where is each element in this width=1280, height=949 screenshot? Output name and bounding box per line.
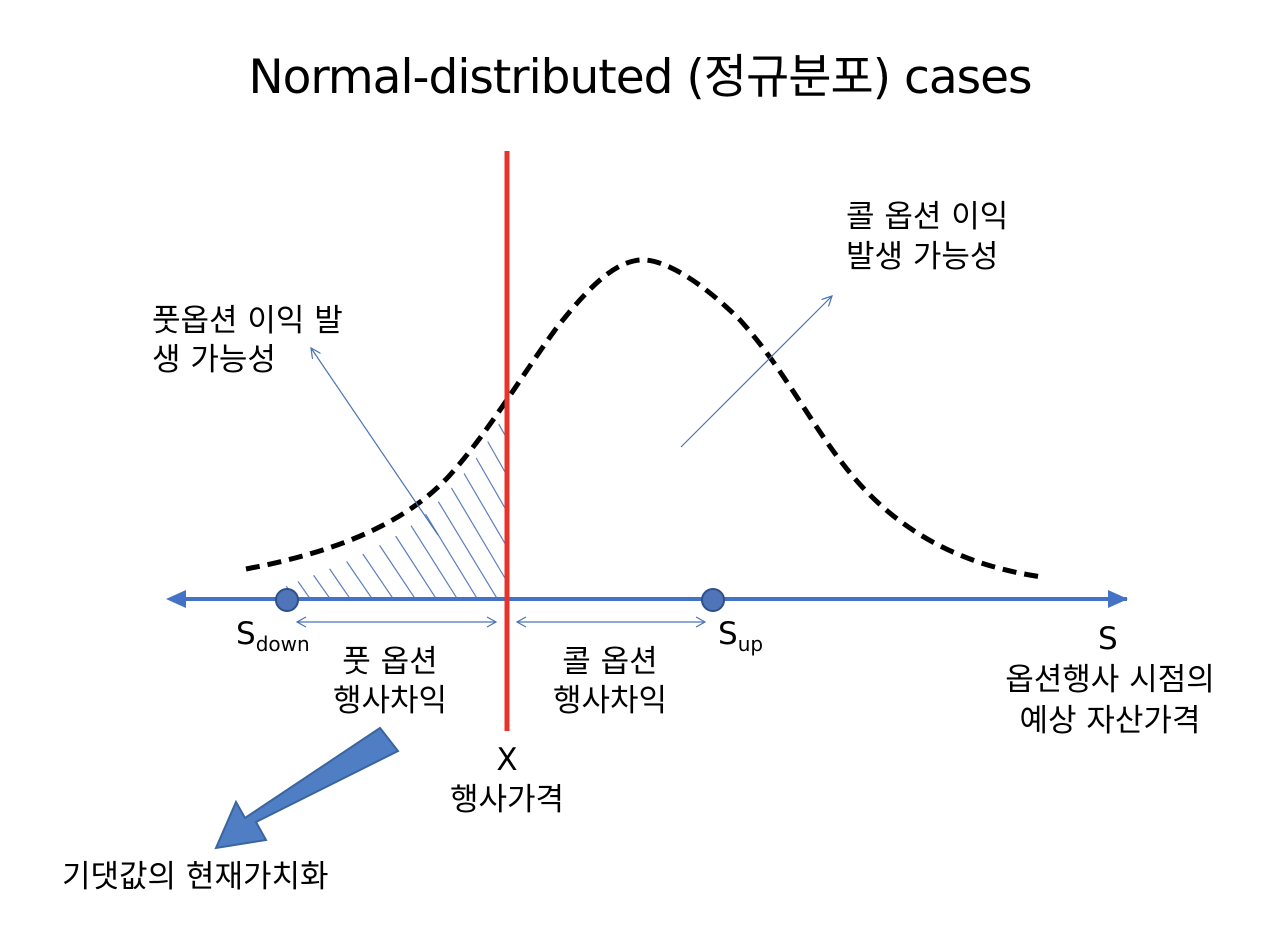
s-axis-desc-line1: 옵션행사 시점의 bbox=[1005, 662, 1215, 698]
s-axis-label: S bbox=[1098, 621, 1118, 657]
call-profit-label-line1: 콜 옵션 이익 bbox=[846, 199, 1009, 235]
s-axis-desc-line2: 예상 자산가격 bbox=[1019, 703, 1201, 739]
s-down-symbol: S bbox=[236, 616, 256, 652]
s-up-symbol: S bbox=[718, 616, 738, 652]
call-profit-label-line2: 발생 가능성 bbox=[846, 239, 999, 275]
call-range-left-head bbox=[515, 616, 527, 628]
call-exercise-label-line2: 행사차익 bbox=[552, 683, 668, 719]
strike-price-label: 행사가격 bbox=[449, 782, 565, 818]
s-down-marker bbox=[275, 588, 299, 612]
call-range-right-head bbox=[695, 616, 707, 628]
put-range-right-head bbox=[486, 616, 498, 628]
s-up-subscript: up bbox=[737, 632, 764, 656]
put-profit-hatch bbox=[282, 410, 507, 598]
s-up-marker bbox=[701, 588, 725, 612]
s-up-label: Sup bbox=[718, 615, 763, 663]
axis-right-arrowhead bbox=[1108, 590, 1128, 608]
put-range-left-head bbox=[295, 616, 307, 628]
put-profit-label-line1: 풋옵션 이익 발 bbox=[152, 303, 343, 339]
s-down-subscript: down bbox=[255, 632, 310, 656]
call-profit-pointer-arrow bbox=[680, 296, 832, 448]
put-profit-pointer-arrow bbox=[311, 348, 439, 536]
normal-distribution-curve bbox=[245, 257, 1043, 580]
put-profit-label-line2: 생 가능성 bbox=[152, 342, 276, 378]
axis-left-arrowhead bbox=[166, 590, 186, 608]
put-exercise-label-line1: 풋 옵션 bbox=[342, 644, 438, 680]
put-exercise-label-line2: 행사차익 bbox=[332, 683, 448, 719]
present-value-label: 기댓값의 현재가치화 bbox=[62, 859, 329, 895]
call-exercise-label-line1: 콜 옵션 bbox=[562, 644, 658, 680]
page-title: Normal-distributed (정규분포) cases bbox=[248, 50, 1032, 105]
present-value-block-arrow bbox=[214, 726, 400, 850]
strike-symbol-label: X bbox=[496, 742, 518, 778]
s-down-label: Sdown bbox=[236, 615, 310, 663]
